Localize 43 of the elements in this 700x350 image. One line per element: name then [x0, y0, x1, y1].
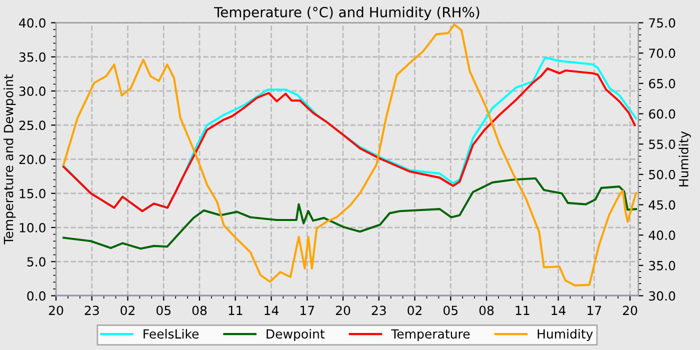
x-tick-label: 02 — [120, 306, 134, 316]
y-tick-label: 35.0 — [19, 52, 46, 62]
legend-label: Humidity — [538, 328, 593, 342]
x-tick-label: 17 — [588, 306, 602, 315]
x-tick-label: 20 — [336, 306, 350, 316]
x-tick-label: 05 — [444, 306, 458, 316]
x-tick-label: 17 — [300, 306, 314, 315]
x-tick-label: 23 — [84, 306, 99, 316]
x-tick-label: 02 — [408, 306, 422, 316]
y-axis-title: Temperature and Dewpoint — [4, 74, 16, 244]
legend-label: FeelsLike — [144, 328, 199, 339]
y2-tick-label: 60.0 — [648, 109, 676, 119]
y-tick-label: 0.0 — [27, 291, 46, 301]
x-tick-label: 05 — [156, 306, 170, 316]
y2-tick-label: 40.0 — [648, 230, 676, 240]
x-tick-label: 08 — [479, 306, 494, 316]
y-tick-label: 25.0 — [19, 120, 46, 130]
y-tick-label: 5.0 — [27, 257, 46, 267]
x-tick-label: 20 — [622, 306, 638, 316]
x-tick-label: 11 — [228, 306, 242, 315]
y2-tick-label: 35.0 — [649, 260, 676, 270]
y2-tick-label: 50.0 — [649, 170, 676, 180]
y2-tick-label: 70.0 — [649, 48, 676, 58]
y2-tick-label: 65.0 — [648, 78, 676, 88]
y-tick-label: 10.0 — [20, 222, 46, 232]
y-tick-label: 20.0 — [19, 154, 46, 164]
legend-label: Dewpoint — [266, 328, 325, 342]
y2-tick-label: 45.0 — [648, 200, 676, 210]
x-tick-label: 14 — [552, 306, 566, 315]
legend-label: Temperature — [391, 329, 470, 342]
y2-axis-title: Humidity — [678, 131, 691, 186]
x-tick-label: 23 — [372, 306, 386, 316]
x-tick-label: 11 — [516, 306, 530, 315]
x-tick-label: 08 — [192, 306, 207, 316]
y2-tick-label: 30.0 — [649, 291, 676, 301]
y2-tick-label: 75.0 — [649, 18, 676, 28]
x-tick-label: 14 — [264, 306, 279, 315]
y2-tick-label: 55.0 — [649, 140, 676, 150]
y-tick-label: 30.0 — [19, 86, 46, 96]
y-tick-label: 40.0 — [19, 18, 46, 28]
x-tick-label: 20 — [48, 306, 64, 316]
chart-title: Temperature (°C) and Humidity (RH%) — [214, 6, 480, 20]
y-tick-label: 15.0 — [20, 188, 46, 198]
